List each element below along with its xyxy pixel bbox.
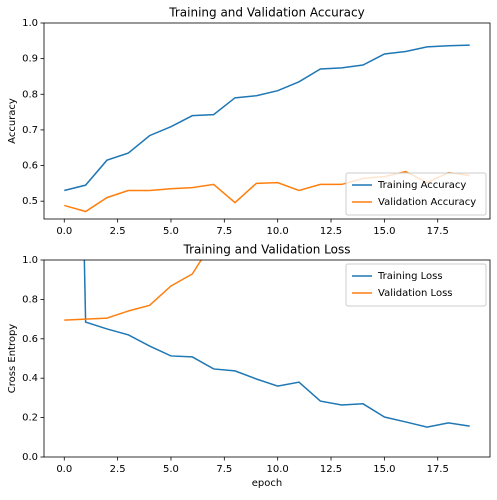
legend-label: Training Loss	[377, 271, 443, 282]
chart-title: Training and Validation Accuracy	[168, 6, 364, 20]
legend-box	[345, 263, 487, 307]
plot-area	[64, 260, 470, 428]
y-tick-label: 0.4	[22, 373, 38, 384]
legend-box	[345, 172, 487, 216]
y-tick-label: 0.6	[22, 334, 38, 345]
y-tick-label: 0.8	[22, 89, 38, 100]
x-tick-label: 5.0	[163, 226, 179, 237]
x-tick-label: 15.0	[373, 226, 395, 237]
y-axis-label: Cross Entropy	[7, 324, 18, 394]
y-tick-label: 0.0	[22, 452, 38, 463]
axes-frame	[43, 22, 491, 220]
series-line	[64, 260, 203, 321]
y-tick-label: 0.9	[22, 54, 38, 65]
chart-title: Training and Validation Loss	[183, 243, 351, 257]
x-tick-label: 7.5	[216, 226, 232, 237]
legend: Training Loss Validation Loss	[345, 263, 487, 307]
y-tick-label: 0.7	[22, 125, 38, 136]
y-tick-label: 0.6	[22, 161, 38, 172]
y-tick-label: 0.5	[22, 196, 38, 207]
x-tick-label: 0.0	[56, 226, 72, 237]
y-axis-label: Accuracy	[7, 98, 18, 144]
x-tick-label: 2.5	[110, 464, 126, 475]
legend-label: Validation Accuracy	[378, 197, 476, 208]
x-tick-label: 15.0	[373, 464, 395, 475]
series-line	[83, 260, 470, 428]
series-line	[64, 170, 470, 213]
y-tick-label: 1.0	[22, 255, 38, 266]
legend-label: Validation Loss	[378, 288, 453, 299]
x-tick-label: 17.5	[427, 464, 449, 475]
plot-area	[64, 44, 470, 213]
series-line	[64, 44, 470, 192]
x-tick-label: 5.0	[163, 464, 179, 475]
x-tick-label: 10.0	[267, 464, 289, 475]
legend: Training Accuracy Validation Accuracy	[345, 172, 487, 216]
x-axis-label: epoch	[252, 478, 282, 489]
x-tick-label: 10.0	[267, 226, 289, 237]
x-tick-label: 12.5	[320, 464, 342, 475]
x-tick-label: 2.5	[110, 226, 126, 237]
x-tick-label: 7.5	[216, 464, 232, 475]
x-tick-label: 12.5	[320, 226, 342, 237]
y-tick-label: 1.0	[22, 18, 38, 29]
x-tick-label: 0.0	[56, 464, 72, 475]
x-tick-label: 17.5	[427, 226, 449, 237]
axes-frame	[43, 259, 491, 458]
legend-label: Training Accuracy	[377, 180, 466, 191]
y-tick-label: 0.8	[22, 294, 38, 305]
y-tick-label: 0.2	[22, 413, 38, 424]
